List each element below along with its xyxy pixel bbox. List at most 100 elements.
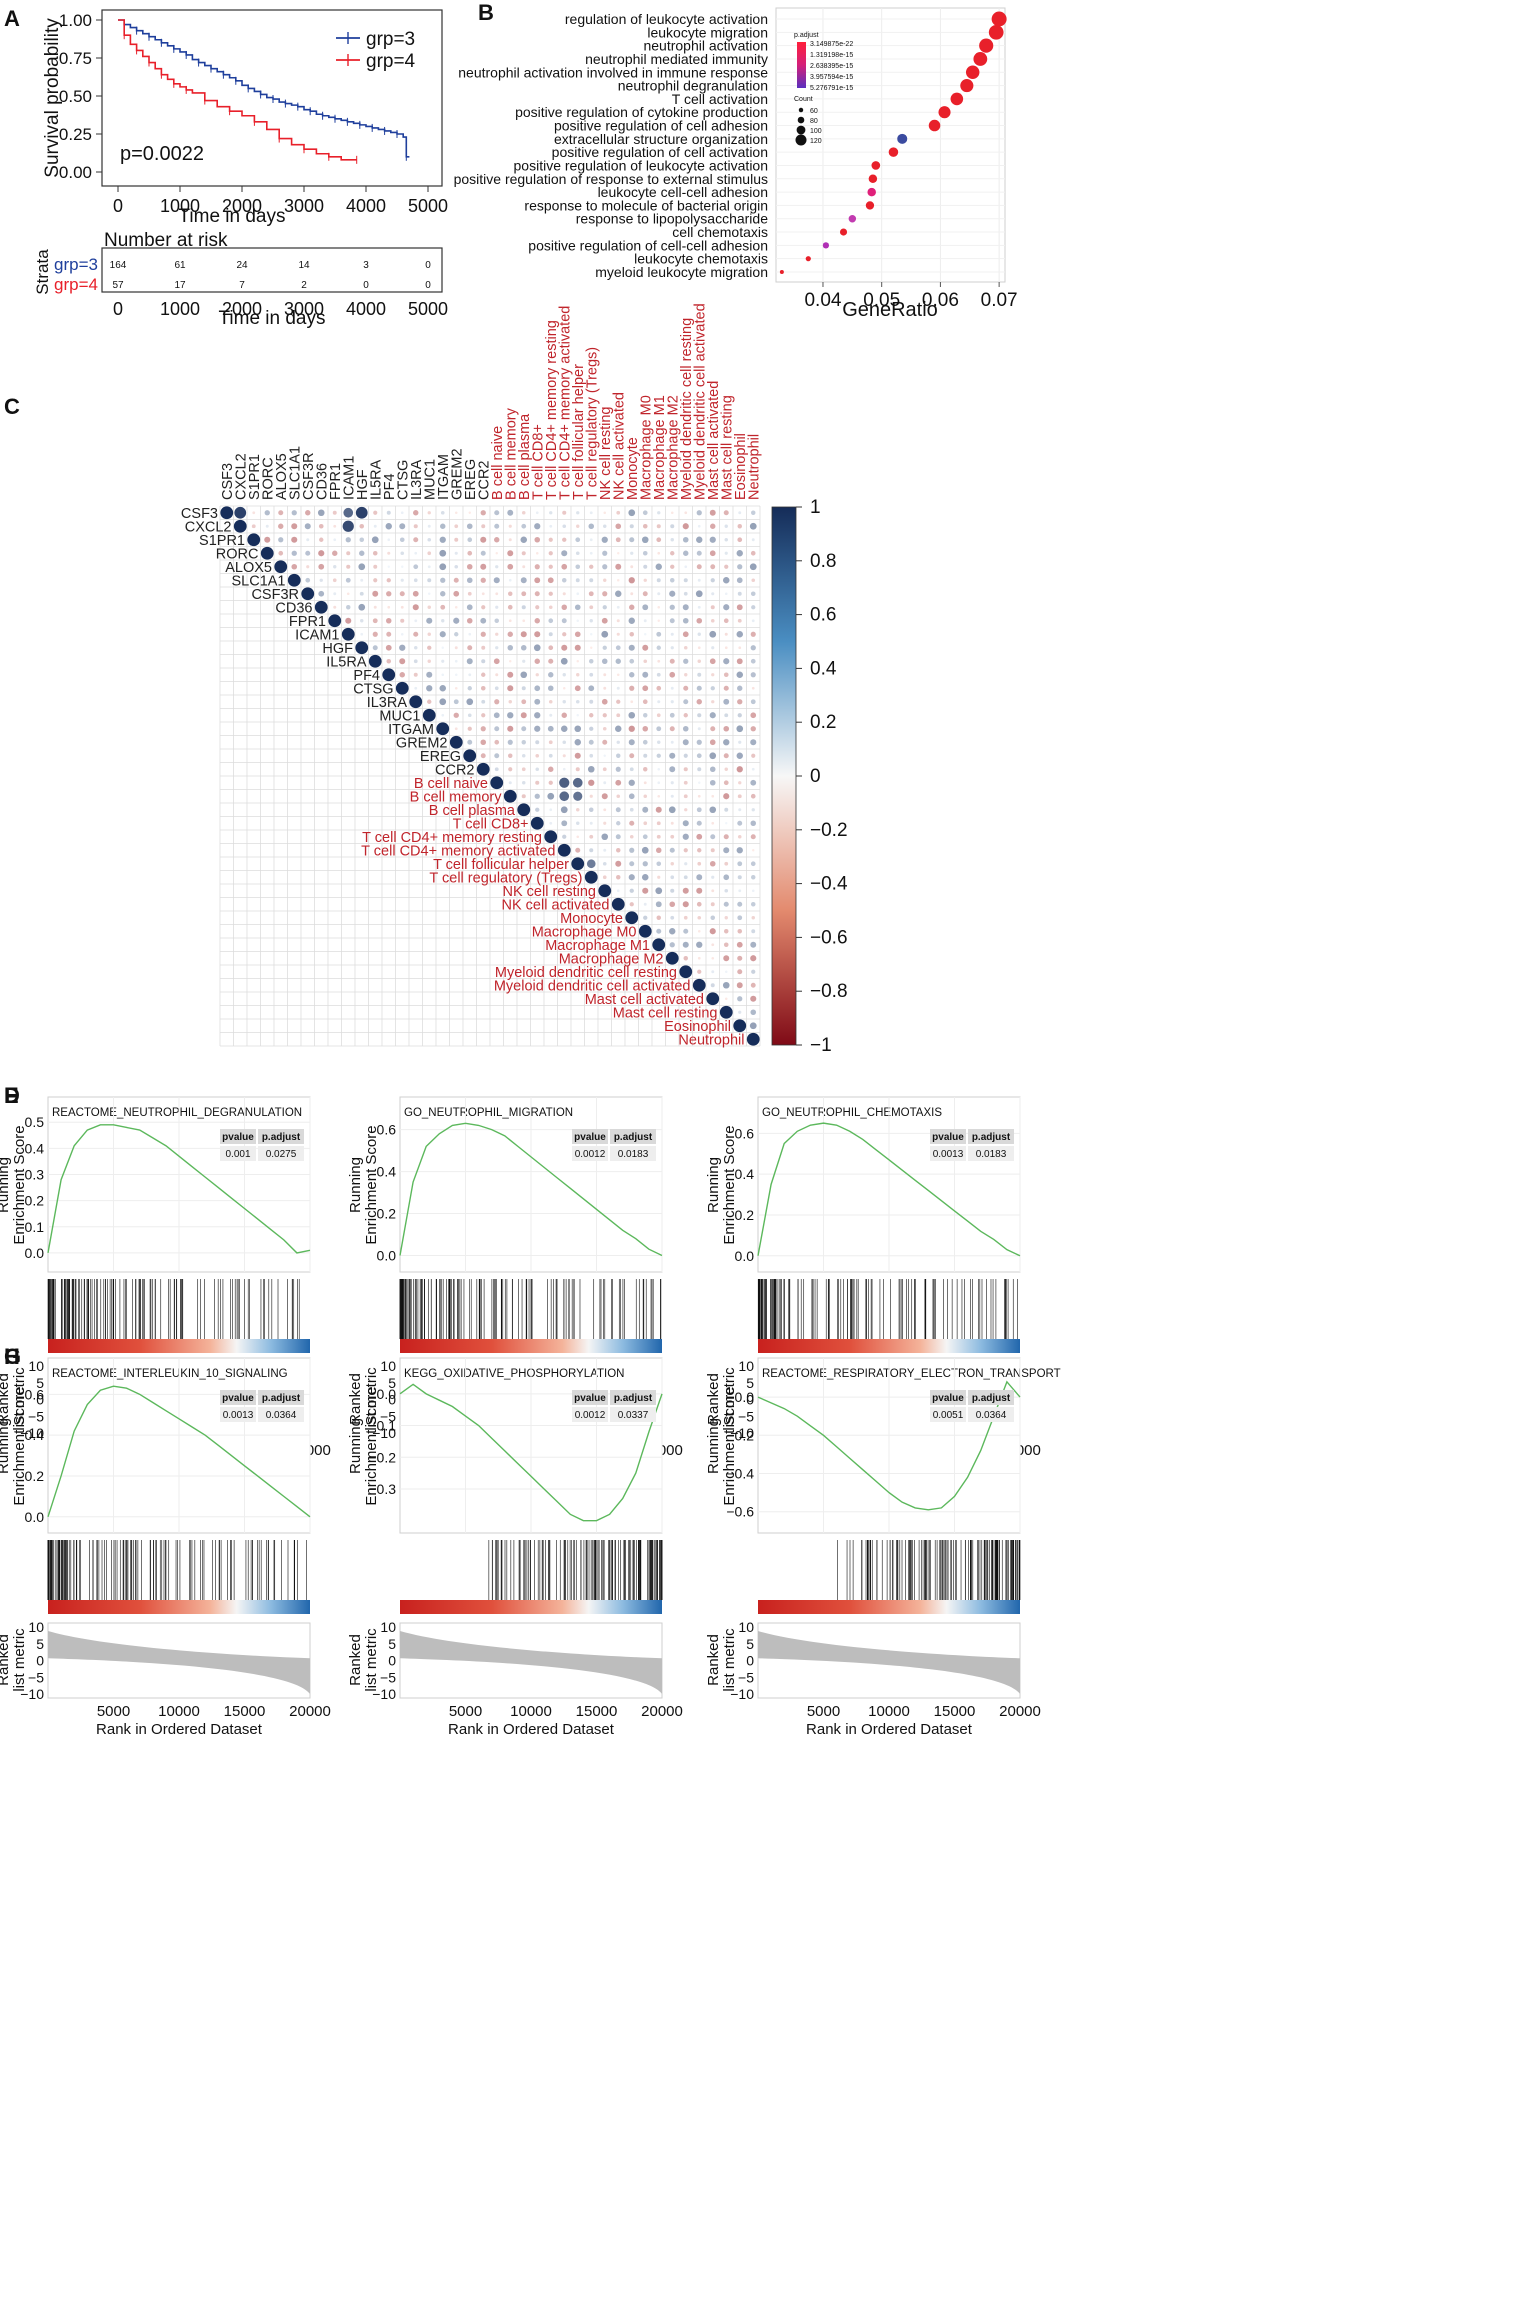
corr-dot xyxy=(682,536,689,543)
corr-dot xyxy=(710,726,716,732)
corr-dot xyxy=(709,860,716,867)
corr-dot xyxy=(642,671,649,678)
term-dot xyxy=(867,187,876,197)
corr-dot xyxy=(358,563,366,571)
term-label: positive regulation of cell-cell adhesio… xyxy=(528,237,768,253)
panel-b: B 0.04 0.05 0.06 0.07 GeneRatio regulation of … xyxy=(454,0,1018,321)
metric-tick-label: 10 xyxy=(738,1358,754,1374)
row-label: T cell regulatory (Tregs) xyxy=(429,870,582,886)
corr-dot xyxy=(616,699,621,704)
corr-dot xyxy=(413,659,418,664)
corr-dot xyxy=(601,833,609,841)
corr-dot xyxy=(697,524,701,528)
corr-dot xyxy=(508,524,512,528)
corr-dot xyxy=(399,591,405,597)
corr-dot xyxy=(480,577,486,583)
corr-dot xyxy=(656,847,662,853)
metric-axis-label: Ranked xyxy=(705,1373,722,1425)
corr-dot xyxy=(697,646,701,650)
corr-dot xyxy=(495,592,499,596)
y-axis-label: Enrichment Score xyxy=(11,1125,28,1244)
corr-dot xyxy=(449,735,463,749)
corr-dot xyxy=(387,551,391,555)
corr-dot xyxy=(386,658,392,664)
row-label: CSF3R xyxy=(251,587,299,603)
corr-dot xyxy=(709,752,717,760)
corr-dot xyxy=(751,875,756,880)
corr-dot xyxy=(683,875,688,880)
corr-dot xyxy=(683,753,688,758)
corr-dot xyxy=(535,780,540,785)
corr-dot xyxy=(454,686,458,690)
corr-dot xyxy=(466,698,474,706)
corr-dot xyxy=(602,875,607,880)
corr-dot xyxy=(750,834,756,840)
row-label: CD36 xyxy=(275,600,312,616)
panel-letter: H xyxy=(4,1344,20,1369)
x-tick-label: 10000 xyxy=(510,1703,552,1720)
padjust-colorbar xyxy=(797,42,806,88)
corr-dot xyxy=(725,822,728,825)
corr-dot xyxy=(468,673,472,677)
corr-dot xyxy=(278,537,284,543)
y-tick-label: 0.0 xyxy=(735,1248,755,1264)
row-label: HGF xyxy=(322,641,353,657)
corr-dot xyxy=(722,981,730,989)
corr-dot xyxy=(611,897,625,911)
column-label: CCR2 xyxy=(476,461,492,500)
corr-dot xyxy=(427,551,432,556)
column-label: ALOX5 xyxy=(274,453,290,500)
corr-dot xyxy=(409,695,423,709)
corr-dot xyxy=(737,834,742,839)
legend-label: grp=3 xyxy=(366,29,415,50)
corr-dot xyxy=(710,983,715,988)
term-dot xyxy=(871,161,881,170)
count-swatch xyxy=(795,134,807,146)
x-axis-label: Rank in Ordered Dataset xyxy=(448,1721,615,1738)
corr-dot xyxy=(562,834,567,839)
corr-dot xyxy=(696,833,703,840)
corr-dot xyxy=(560,806,568,814)
x-tick-label: 20000 xyxy=(999,1703,1041,1720)
corr-dot xyxy=(507,671,514,678)
padjust-header: p.adjust xyxy=(972,1393,1011,1404)
risk-x-tick-label: 4000 xyxy=(346,299,386,319)
corr-dot xyxy=(682,631,689,638)
corr-dot xyxy=(318,523,324,529)
x-tick-label: 0.06 xyxy=(922,290,959,311)
corr-dot xyxy=(737,915,743,921)
corr-dot xyxy=(382,668,396,682)
corr-dot xyxy=(372,631,378,637)
row-label: MUC1 xyxy=(379,708,420,724)
corr-dot xyxy=(642,834,648,840)
metric-axis-label: list metric xyxy=(11,1367,28,1431)
corr-dot xyxy=(616,740,620,744)
risk-count: 164 xyxy=(110,260,127,271)
corr-dot xyxy=(373,578,378,583)
y-tick-label: 0.1 xyxy=(25,1219,45,1235)
corr-dot xyxy=(629,847,635,853)
corr-dot xyxy=(454,673,458,677)
corr-dot xyxy=(345,537,351,543)
corr-dot xyxy=(602,861,607,866)
corr-dot xyxy=(656,834,661,839)
y-axis-label: Running xyxy=(347,1157,364,1213)
corr-dot xyxy=(642,604,649,611)
corr-dot xyxy=(679,965,693,979)
corr-dot xyxy=(682,725,689,732)
corr-dot xyxy=(629,537,635,543)
corr-dot xyxy=(684,511,688,515)
rank-color-strip xyxy=(400,1600,662,1614)
corr-dot xyxy=(534,793,540,799)
corr-dot xyxy=(548,551,553,556)
column-label: Eosinophil xyxy=(733,433,749,500)
row-label: RORC xyxy=(216,546,259,562)
term-dot xyxy=(991,11,1007,27)
corr-dot xyxy=(468,632,472,636)
corr-dot xyxy=(466,523,473,530)
enrichment-curve xyxy=(47,1385,311,1518)
colorbar-tick-label: 0.2 xyxy=(810,712,836,733)
corr-dot xyxy=(573,791,583,801)
padjust-header: p.adjust xyxy=(262,1393,301,1404)
